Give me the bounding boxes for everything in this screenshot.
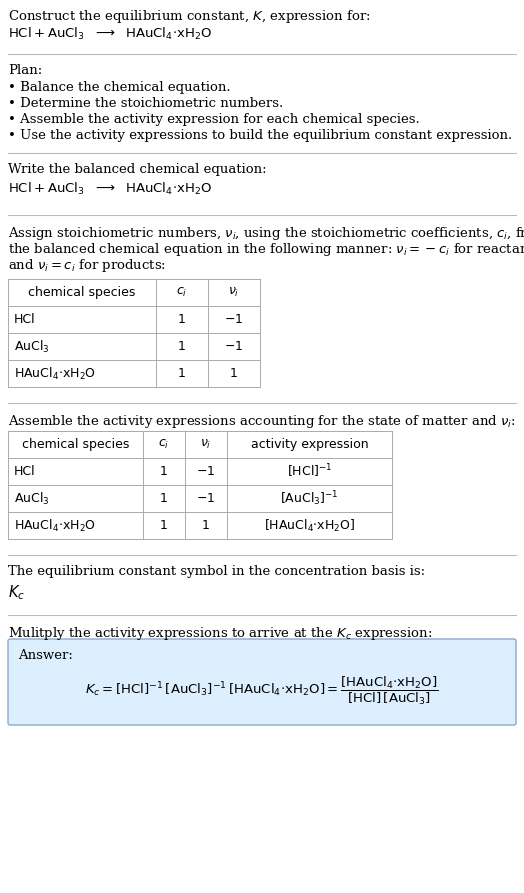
Text: Assign stoichiometric numbers, $\nu_i$, using the stoichiometric coefficients, $: Assign stoichiometric numbers, $\nu_i$, …: [8, 225, 524, 242]
Text: Plan:: Plan:: [8, 64, 42, 77]
Text: 1: 1: [160, 519, 168, 532]
Text: Answer:: Answer:: [18, 649, 73, 662]
Text: $c_i$: $c_i$: [177, 286, 188, 299]
Text: The equilibrium constant symbol in the concentration basis is:: The equilibrium constant symbol in the c…: [8, 565, 425, 578]
Text: $-1$: $-1$: [224, 340, 244, 353]
Text: $[\mathrm{HCl}]^{-1}$: $[\mathrm{HCl}]^{-1}$: [287, 463, 332, 480]
Text: $\mathrm{HAuCl_4{\cdot}xH_2O}$: $\mathrm{HAuCl_4{\cdot}xH_2O}$: [14, 517, 96, 533]
Text: activity expression: activity expression: [250, 438, 368, 451]
Text: $[\mathrm{HAuCl_4{\cdot}xH_2O}]$: $[\mathrm{HAuCl_4{\cdot}xH_2O}]$: [264, 517, 355, 533]
Text: $K_c = [\mathrm{HCl}]^{-1}\,[\mathrm{AuCl_3}]^{-1}\,[\mathrm{HAuCl_4{\cdot}xH_2O: $K_c = [\mathrm{HCl}]^{-1}\,[\mathrm{AuC…: [85, 675, 439, 707]
Text: $-1$: $-1$: [196, 465, 215, 478]
Text: and $\nu_i = c_i$ for products:: and $\nu_i = c_i$ for products:: [8, 257, 166, 274]
Text: 1: 1: [202, 519, 210, 532]
Text: 1: 1: [178, 367, 186, 380]
Text: $K_c$: $K_c$: [8, 583, 25, 602]
Text: chemical species: chemical species: [22, 438, 129, 451]
Text: $[\mathrm{AuCl_3}]^{-1}$: $[\mathrm{AuCl_3}]^{-1}$: [280, 489, 339, 508]
Text: • Use the activity expressions to build the equilibrium constant expression.: • Use the activity expressions to build …: [8, 129, 512, 142]
Text: $\mathrm{HCl + AuCl_3\ \ \longrightarrow\ \ HAuCl_4{\cdot}xH_2O}$: $\mathrm{HCl + AuCl_3\ \ \longrightarrow…: [8, 181, 212, 197]
Text: $\mathrm{AuCl_3}$: $\mathrm{AuCl_3}$: [14, 338, 50, 355]
Text: 1: 1: [160, 492, 168, 505]
Text: Construct the equilibrium constant, $K$, expression for:: Construct the equilibrium constant, $K$,…: [8, 8, 370, 25]
Text: • Balance the chemical equation.: • Balance the chemical equation.: [8, 81, 231, 94]
Text: Assemble the activity expressions accounting for the state of matter and $\nu_i$: Assemble the activity expressions accoun…: [8, 413, 516, 430]
Text: chemical species: chemical species: [28, 286, 136, 299]
Text: $c_i$: $c_i$: [158, 438, 170, 451]
Text: 1: 1: [160, 465, 168, 478]
Text: Write the balanced chemical equation:: Write the balanced chemical equation:: [8, 163, 267, 176]
Text: HCl: HCl: [14, 313, 36, 326]
FancyBboxPatch shape: [8, 639, 516, 725]
Text: $\nu_i$: $\nu_i$: [200, 438, 212, 451]
Text: the balanced chemical equation in the following manner: $\nu_i = -c_i$ for react: the balanced chemical equation in the fo…: [8, 241, 524, 258]
Text: $\mathrm{AuCl_3}$: $\mathrm{AuCl_3}$: [14, 490, 50, 506]
Text: $\mathrm{HAuCl_4{\cdot}xH_2O}$: $\mathrm{HAuCl_4{\cdot}xH_2O}$: [14, 365, 96, 381]
Text: • Assemble the activity expression for each chemical species.: • Assemble the activity expression for e…: [8, 113, 420, 126]
Text: 1: 1: [178, 313, 186, 326]
Text: HCl: HCl: [14, 465, 36, 478]
Text: 1: 1: [230, 367, 238, 380]
Text: $\nu_i$: $\nu_i$: [228, 286, 239, 299]
Text: $-1$: $-1$: [224, 313, 244, 326]
Text: 1: 1: [178, 340, 186, 353]
Text: $\mathrm{HCl + AuCl_3\ \ \longrightarrow\ \ HAuCl_4{\cdot}xH_2O}$: $\mathrm{HCl + AuCl_3\ \ \longrightarrow…: [8, 26, 212, 42]
Text: • Determine the stoichiometric numbers.: • Determine the stoichiometric numbers.: [8, 97, 283, 110]
Text: $-1$: $-1$: [196, 492, 215, 505]
Text: Mulitply the activity expressions to arrive at the $K_c$ expression:: Mulitply the activity expressions to arr…: [8, 625, 432, 642]
